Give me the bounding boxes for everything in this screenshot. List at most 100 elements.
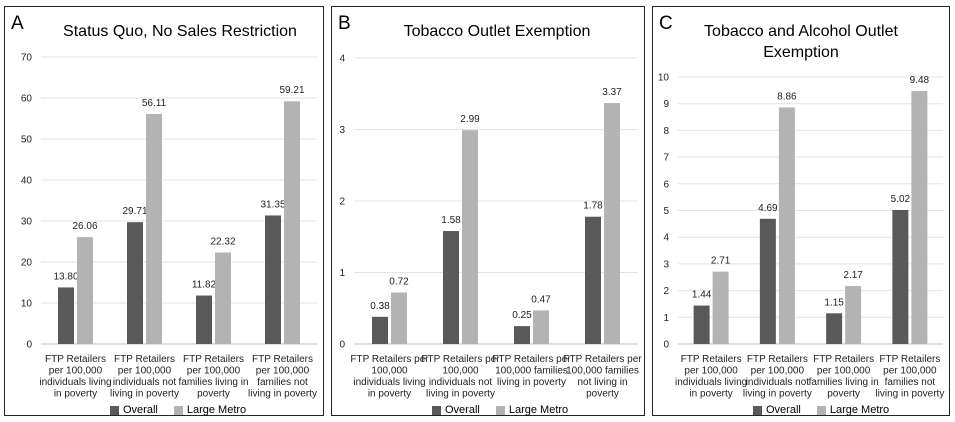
- legend-label-overall: Overall: [123, 404, 158, 416]
- bar-overall: [265, 215, 281, 344]
- bar-large-metro: [845, 286, 862, 344]
- y-tick-label: 60: [21, 94, 33, 105]
- bar-large-metro: [712, 271, 729, 344]
- data-label: 1.44: [692, 290, 712, 301]
- bar-overall: [693, 305, 710, 344]
- legend-label-large-metro: Large Metro: [829, 404, 890, 416]
- legend-label-overall: Overall: [766, 404, 801, 416]
- y-tick-label: 0: [339, 340, 345, 351]
- y-tick-label: 3: [663, 259, 669, 270]
- x-tick-label: FTP Retailers per 100,000 families living …: [178, 354, 248, 400]
- x-tick-label: FTP Retailers per 100,000 families living …: [492, 354, 571, 388]
- legend-label-large-metro: Large Metro: [508, 404, 569, 416]
- legend-swatch-large-metro: [495, 405, 505, 415]
- y-tick-label: 0: [26, 340, 32, 351]
- data-label: 0.72: [389, 277, 409, 288]
- bar-overall: [58, 287, 74, 344]
- bar-overall: [372, 316, 388, 344]
- y-tick-label: 1: [663, 313, 669, 324]
- y-tick-label: 0: [663, 340, 669, 351]
- panel-letter-c: C: [659, 13, 673, 34]
- legend-a: Overall Large Metro: [110, 404, 246, 416]
- y-tick-label: 4: [339, 54, 345, 65]
- bar-large-metro: [778, 107, 795, 344]
- y-tick-label: 6: [663, 179, 669, 190]
- legend-c: Overall Large Metro: [753, 404, 889, 416]
- chart-plot-a: 0 10 20 30 40 50 60 70 13.80 26.06 FTP Retailers pe…: [21, 53, 317, 400]
- bar-large-metro: [284, 101, 300, 344]
- data-label: 3.37: [602, 87, 622, 98]
- data-label: 26.06: [72, 221, 97, 232]
- y-tick-label: 2: [339, 197, 345, 208]
- data-label: 1.15: [824, 297, 844, 308]
- y-tick-label: 1: [339, 268, 345, 279]
- legend-swatch-overall: [110, 405, 119, 415]
- data-label: 8.86: [777, 91, 797, 102]
- data-label: 22.32: [210, 236, 235, 247]
- data-label: 0.25: [512, 310, 532, 321]
- y-tick-label: 4: [663, 233, 669, 244]
- bar-large-metro: [391, 292, 407, 344]
- bar-overall: [892, 209, 909, 344]
- bar-overall: [127, 222, 143, 344]
- x-tick-label: FTP Retailers per 100,000 families not livi…: [248, 354, 317, 400]
- legend-label-overall: Overall: [445, 404, 480, 416]
- x-tick-label: FTP Retailers per 100,000 families not livi…: [875, 354, 944, 400]
- chart-panel-b: 0 1 2 3 4 0.38 0.72 FTP Retailers per 100,000 ind…: [331, 6, 645, 416]
- data-label: 1.58: [441, 215, 461, 226]
- data-label: 59.21: [279, 85, 304, 96]
- chart-plot-c: 0 1 2 3 4 5 6 7 8 9 10 1.44 2.71 FTP Retailers per 100…: [658, 73, 944, 400]
- x-tick-label: FTP Retailers per 100,000 individuals not l…: [743, 354, 812, 400]
- data-label: 11.82: [192, 280, 217, 291]
- y-tick-label: 40: [21, 176, 33, 187]
- data-label: 0.38: [370, 301, 390, 312]
- x-tick-label: FTP Retailers per 100,000 families not liv…: [563, 354, 642, 400]
- y-tick-label: 70: [21, 53, 33, 64]
- data-label: 56.11: [142, 98, 167, 109]
- x-tick-label: FTP Retailers per 100,000 individuals not l…: [110, 354, 179, 400]
- data-label: 1.78: [583, 201, 603, 212]
- legend-label-large-metro: Large Metro: [186, 404, 247, 416]
- x-tick-label: FTP Retailers per 100,000 families living …: [809, 354, 879, 400]
- data-label: 5.02: [891, 194, 911, 205]
- legend-swatch-large-metro: [173, 405, 183, 415]
- bar-large-metro: [604, 103, 620, 344]
- bar-overall: [585, 216, 601, 344]
- bar-overall: [196, 295, 212, 344]
- data-label: 4.69: [758, 203, 778, 214]
- y-tick-label: 50: [21, 135, 33, 146]
- x-tick-label: FTP Retailers per 100,000 individuals livi…: [350, 354, 429, 400]
- chart-title-c: Tobacco and Alcohol Outlet Exemption: [704, 23, 898, 61]
- panel-letter-b: B: [338, 13, 351, 34]
- legend-swatch-overall: [753, 405, 762, 415]
- data-label: 2.71: [711, 256, 731, 267]
- y-tick-label: 9: [663, 99, 669, 110]
- bar-large-metro: [911, 90, 928, 344]
- chart-panel-a: 0 10 20 30 40 50 60 70 13.80 26.06 FTP Retailers pe…: [4, 6, 324, 416]
- data-label: 2.17: [843, 270, 863, 281]
- data-label: 31.35: [260, 199, 285, 210]
- y-tick-label: 3: [339, 125, 345, 136]
- y-tick-label: 10: [21, 299, 33, 310]
- y-tick-label: 30: [21, 217, 33, 228]
- bar-overall: [826, 313, 843, 344]
- data-label: 2.99: [460, 114, 480, 125]
- chart-title-a: Status Quo, No Sales Restriction: [63, 23, 297, 40]
- bar-large-metro: [146, 113, 162, 344]
- x-tick-label: FTP Retailers per 100,000 individuals livi…: [39, 354, 111, 400]
- chart-title-b: Tobacco Outlet Exemption: [403, 23, 591, 40]
- data-label: 9.48: [910, 75, 930, 86]
- chart-panel-c: 0 1 2 3 4 5 6 7 8 9 10 1.44 2.71 FTP Retailers per 100…: [652, 6, 950, 416]
- bar-large-metro: [533, 310, 549, 344]
- bar-overall: [759, 218, 776, 344]
- y-tick-label: 7: [663, 153, 669, 164]
- bar-large-metro: [462, 130, 478, 344]
- bar-overall: [514, 326, 530, 344]
- y-tick-label: 10: [658, 73, 670, 84]
- y-tick-label: 8: [663, 126, 669, 137]
- y-tick-label: 20: [21, 258, 33, 269]
- x-tick-label: FTP Retailers per 100,000 individuals livi…: [675, 354, 747, 400]
- panel-letter-a: A: [11, 13, 24, 34]
- legend-swatch-large-metro: [816, 405, 826, 415]
- legend-b: Overall Large Metro: [432, 404, 568, 416]
